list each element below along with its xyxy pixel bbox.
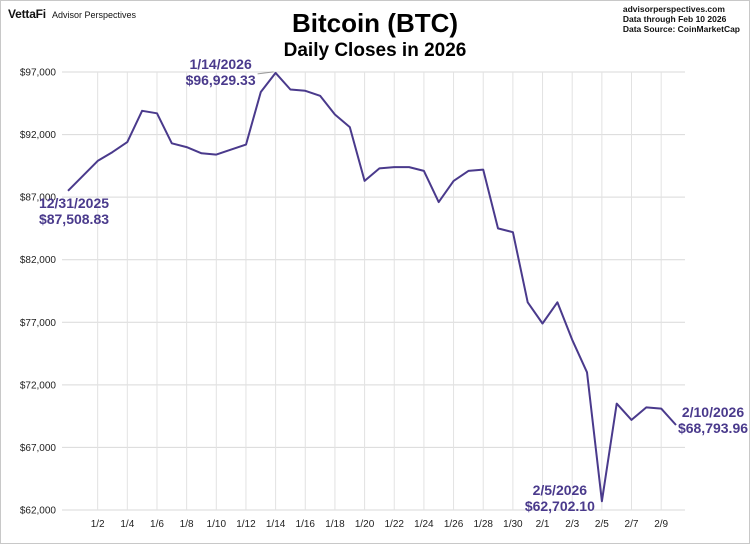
source-info: advisorperspectives.com Data through Feb…	[623, 4, 740, 34]
brand-subtitle: Advisor Perspectives	[51, 10, 136, 20]
x-tick-label: 2/1	[536, 519, 550, 530]
y-tick-label: $67,000	[20, 443, 57, 454]
y-tick-label: $97,000	[20, 68, 57, 79]
chart-subtitle: Daily Closes in 2026	[283, 40, 467, 61]
series-group	[67, 71, 677, 503]
brand: VettaFi Advisor Perspectives	[8, 7, 136, 21]
x-tick-label: 1/22	[385, 519, 405, 530]
x-tick-label: 2/3	[565, 519, 579, 530]
grid-lines	[62, 71, 685, 511]
annotation-leaders	[257, 71, 274, 75]
x-tick-label: 1/28	[473, 519, 493, 530]
x-tick-label: 1/26	[444, 519, 464, 530]
source-line-date: Data through Feb 10 2026	[622, 14, 727, 24]
y-tick-label: $77,000	[20, 318, 57, 329]
x-tick-label: 1/16	[296, 519, 316, 530]
btc-price-line	[67, 71, 677, 503]
x-tick-label: 1/10	[207, 519, 227, 530]
x-tick-label: 1/14	[266, 519, 286, 530]
x-tick-label: 2/5	[595, 519, 609, 530]
y-axis-ticks: $62,000 $67,000 $72,000 $77,000 $82,000 $87,0…	[20, 68, 57, 517]
x-tick-label: 1/6	[150, 519, 164, 530]
x-tick-label: 1/4	[120, 519, 134, 530]
annotation-leader-line	[257, 71, 274, 75]
x-tick-label: 1/8	[180, 519, 194, 530]
chart-title: Bitcoin (BTC)	[291, 8, 459, 38]
x-tick-label: 1/24	[414, 519, 434, 530]
x-tick-label: 1/18	[325, 519, 345, 530]
annotation-value: $87,508.83	[39, 211, 109, 227]
annotation-date: 12/31/2025	[39, 195, 109, 211]
x-tick-label: 1/20	[355, 519, 375, 530]
y-tick-label: $92,000	[20, 130, 57, 141]
x-tick-label: 1/30	[503, 519, 523, 530]
y-tick-label: $72,000	[20, 380, 57, 391]
source-line-data: Data Source: CoinMarketCap	[622, 24, 740, 34]
annotation-date: 1/14/2026	[189, 56, 251, 72]
annotations-group: 12/31/2025$87,508.83 1/14/2026$96,929.33 2…	[39, 56, 748, 514]
y-tick-label: $82,000	[20, 255, 57, 266]
x-axis-ticks: 1/2 1/4 1/6 1/8 1/10 1/12 1/14 1/16 1/18 1/20 1/22…	[91, 519, 669, 530]
source-line-site: advisorperspectives.com	[622, 4, 725, 14]
x-tick-label: 2/7	[625, 519, 639, 530]
x-tick-label: 1/2	[91, 519, 105, 530]
annotation-value: $68,793.96	[678, 420, 748, 436]
y-tick-label: $62,000	[20, 506, 57, 517]
annotation-date: 2/10/2026	[682, 404, 744, 420]
y-tick-label: $87,000	[20, 193, 57, 204]
x-tick-label: 1/12	[236, 519, 256, 530]
x-tick-label: 2/9	[654, 519, 668, 530]
annotation-date: 2/5/2026	[533, 482, 588, 498]
annotation-value: $62,702.10	[525, 498, 595, 514]
annotation-value: $96,929.33	[186, 72, 256, 88]
vettafi-logo: VettaFi	[8, 7, 46, 21]
